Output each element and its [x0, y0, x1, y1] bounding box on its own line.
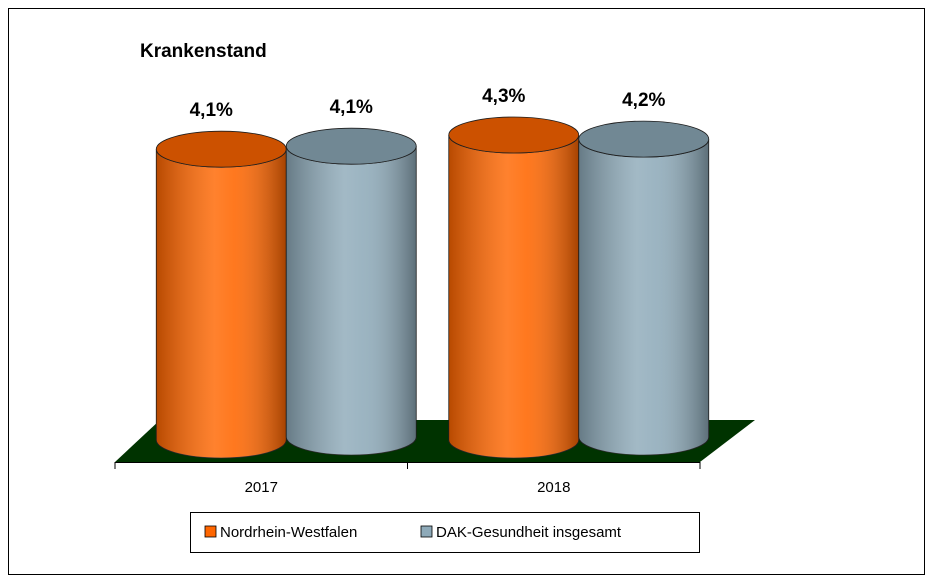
- value-label: 4,1%: [190, 100, 233, 121]
- legend-swatch: [204, 525, 217, 538]
- cylinder-shading: [578, 139, 709, 455]
- plot: [155, 116, 710, 459]
- value-label: 4,1%: [330, 97, 373, 118]
- cylinder-top-shade: [448, 117, 579, 153]
- cylinder-top-shade: [286, 128, 417, 165]
- value-label: 4,3%: [482, 86, 525, 107]
- cylinder-top: [285, 127, 417, 165]
- cylinder-shading: [448, 135, 579, 458]
- cylinder-top: [578, 120, 710, 158]
- legend-label: DAK-Gesundheit insgesamt: [436, 524, 622, 541]
- x-tick-label: 2018: [537, 479, 570, 496]
- cylinder-shading: [286, 146, 417, 456]
- value-label: 4,2%: [622, 90, 665, 111]
- cylinder-shading: [156, 149, 287, 459]
- legend-label: Nordrhein-Westfalen: [220, 524, 357, 541]
- chart-title: Krankenstand: [140, 41, 267, 62]
- cylinder-top: [448, 116, 580, 154]
- legend-swatch: [420, 525, 433, 538]
- cylinder-top-shade: [156, 131, 287, 168]
- cylinder-top-shade: [578, 121, 709, 158]
- x-tick-label: 2017: [245, 479, 278, 496]
- legend: [190, 512, 700, 553]
